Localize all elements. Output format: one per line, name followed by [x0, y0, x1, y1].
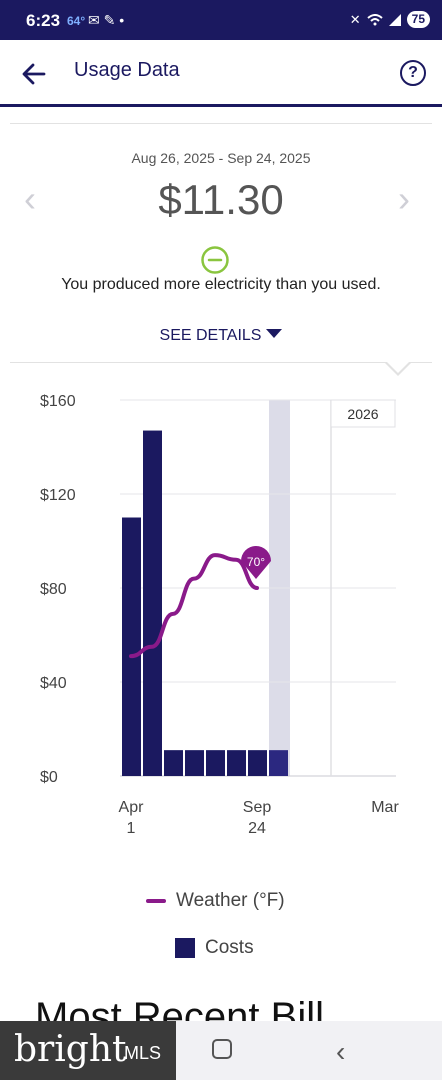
- cost-bar: [164, 750, 183, 776]
- status-temperature: 64°: [67, 14, 86, 28]
- x-tick-sublabel: 1: [127, 820, 136, 837]
- chevron-left-icon[interactable]: ‹: [24, 178, 36, 219]
- see-details-label: SEE DETAILS: [159, 327, 262, 344]
- status-bar: 6:23 64° ✉ ✎ • ✕ 75: [0, 0, 442, 40]
- cost-bar: [248, 750, 267, 776]
- home-icon[interactable]: [212, 1039, 232, 1059]
- x-tick-sublabel: 24: [248, 820, 266, 837]
- y-tick-label: $160: [40, 393, 76, 410]
- cost-bar: [206, 750, 225, 776]
- weather-line: [129, 553, 259, 659]
- watermark-brand: bright: [14, 1029, 127, 1070]
- weather-marker: [241, 546, 271, 579]
- weather-marker-label: 70°: [247, 555, 265, 569]
- x-tick-label: Sep: [243, 799, 272, 816]
- y-tick-label: $120: [40, 487, 76, 504]
- cost-bar: [143, 430, 162, 776]
- dot-icon: •: [119, 12, 125, 28]
- status-system-icons: ✕ 75: [350, 11, 430, 28]
- mute-icon: ✕: [349, 11, 361, 27]
- nav-back-icon[interactable]: ‹: [336, 1036, 346, 1067]
- see-details-button[interactable]: SEE DETAILS: [0, 327, 442, 345]
- usage-chart: $0 $40 $80 $120 $160 2026 70° Apr 1 Sep 24 Mar: [40, 393, 399, 837]
- costs-swatch: [175, 938, 195, 958]
- status-notification-icons: ✉ ✎ •: [88, 12, 124, 29]
- cost-bar: [269, 750, 288, 776]
- app-bar: Usage Data ?: [0, 40, 442, 107]
- bill-amount: $11.30: [158, 176, 284, 223]
- cost-bar: [185, 750, 204, 776]
- help-icon[interactable]: ?: [400, 60, 426, 86]
- year-marker-box: [330, 399, 396, 428]
- y-tick-label: $80: [40, 581, 67, 598]
- weather-swatch: [146, 899, 166, 903]
- chart-divider: [10, 362, 432, 363]
- back-arrow-icon[interactable]: [18, 58, 50, 90]
- battery-level: 75: [406, 11, 430, 28]
- cost-bar: [122, 517, 141, 776]
- chevron-right-icon[interactable]: ›: [398, 178, 410, 219]
- billing-period: Aug 26, 2025 - Sep 24, 2025: [131, 150, 311, 166]
- wifi-icon: [366, 13, 383, 25]
- tool-icon: ✎: [103, 12, 116, 28]
- legend-weather-label: Weather (°F): [176, 890, 285, 911]
- y-tick-label: $0: [40, 769, 58, 786]
- watermark-suffix: MLS: [124, 1043, 162, 1063]
- minus-circle-icon: [201, 246, 229, 274]
- signal-icon: [388, 13, 401, 26]
- y-tick-label: $40: [40, 675, 67, 692]
- legend-weather: Weather (°F): [146, 890, 285, 912]
- watermark-logo: bright MLS: [0, 1021, 176, 1080]
- page-title: Usage Data: [74, 59, 180, 81]
- x-tick-label: Mar: [371, 799, 399, 816]
- production-message: You produced more electricity than you u…: [61, 276, 381, 293]
- gmail-icon: ✉: [88, 12, 100, 28]
- caret-down-icon: [266, 329, 283, 338]
- status-time: 6:23: [26, 11, 61, 30]
- top-divider: [10, 123, 432, 124]
- legend-costs-label: Costs: [205, 937, 254, 958]
- legend-costs: Costs: [175, 937, 254, 959]
- year-marker-label: 2026: [347, 406, 378, 422]
- cost-bar: [227, 750, 246, 776]
- x-tick-label: Apr: [119, 799, 145, 816]
